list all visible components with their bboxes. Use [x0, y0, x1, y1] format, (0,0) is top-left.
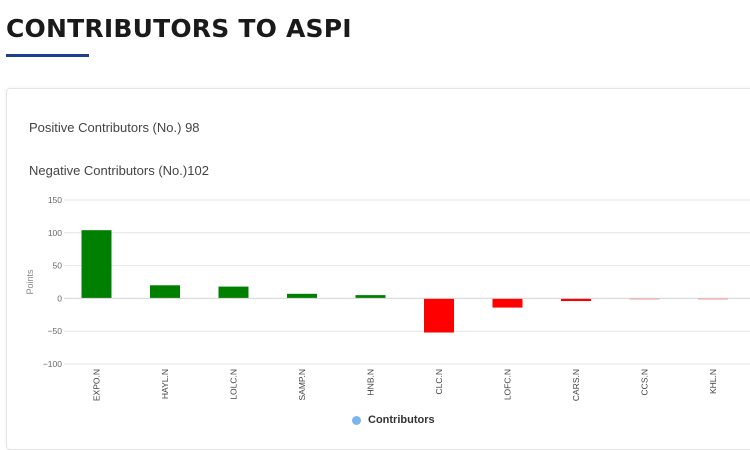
x-tick-label: CCS.N [640, 369, 650, 395]
x-tick-label: LOLC.N [229, 369, 239, 400]
x-tick-label: KHL.N [708, 369, 718, 394]
bar-clc-n [424, 298, 454, 333]
legend-marker [352, 415, 361, 425]
negative-contributors-label: Negative Contributors (No.) [29, 163, 188, 178]
x-tick-label: LOFC.N [503, 369, 513, 400]
positive-contributors-label: Positive Contributors (No.) [29, 120, 182, 135]
x-tick-label: EXPO.N [92, 369, 102, 401]
contributors-bar-chart: 150 100 50 0 −50 −100 Points EXPO.N HAYL.N LOLC.N… [25, 195, 750, 401]
page-title: CONTRIBUTORS TO ASPI [6, 14, 352, 43]
negative-contributors-value: 102 [187, 163, 209, 178]
positive-contributors-value: 98 [185, 120, 200, 135]
x-tick-label: HAYL.N [160, 369, 170, 399]
chart-legend[interactable]: Contributors [352, 414, 435, 426]
bar-hayl-n [150, 285, 180, 299]
negative-contributors-stat: Negative Contributors (No.)102 [29, 163, 209, 178]
bar-lofc-n [492, 298, 523, 308]
y-tick-label: 150 [48, 195, 62, 205]
chart-card [6, 88, 750, 450]
bar-samp-n [287, 293, 317, 299]
x-tick-label: CARS.N [571, 369, 581, 401]
bar-hnb-n [355, 295, 386, 299]
x-tick-label: CLC.N [434, 369, 444, 395]
y-tick-label: 50 [53, 261, 63, 271]
bar-expo-n [81, 230, 112, 299]
title-underline [6, 54, 89, 57]
y-axis-title: Points [25, 269, 35, 295]
legend-label: Contributors [368, 414, 435, 426]
y-tick-label: 100 [48, 228, 62, 238]
y-tick-label: 0 [57, 293, 62, 303]
bar-cars-n [561, 298, 591, 302]
positive-contributors-stat: Positive Contributors (No.) 98 [29, 120, 200, 135]
y-tick-label: −50 [48, 326, 63, 336]
x-tick-label: HNB.N [366, 369, 376, 395]
y-tick-label: −100 [43, 359, 62, 369]
x-tick-label: SAMP.N [297, 369, 307, 401]
bar-lolc-n [218, 286, 249, 299]
